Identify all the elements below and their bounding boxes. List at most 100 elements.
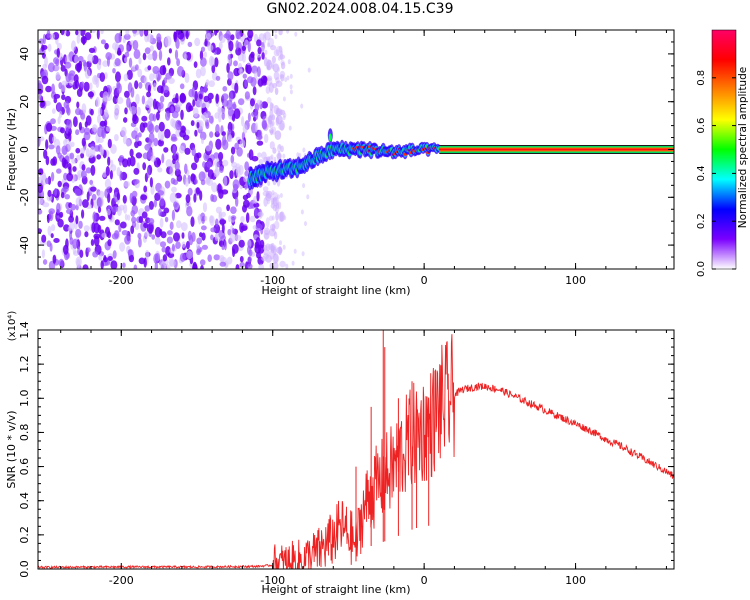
noise-blob	[265, 190, 273, 199]
noise-blob	[168, 77, 175, 84]
noise-blob	[186, 250, 193, 260]
noise-blob	[87, 53, 94, 63]
noise-blob	[199, 100, 207, 109]
noise-blob	[302, 147, 306, 153]
noise-blob	[151, 234, 156, 240]
noise-blob	[84, 68, 91, 79]
noise-blob	[142, 52, 147, 61]
noise-blob	[136, 106, 141, 116]
spectrogram-ytick-label: 20	[18, 95, 31, 109]
noise-blob	[147, 84, 151, 94]
noise-blob	[201, 216, 206, 224]
noise-blob	[213, 254, 221, 261]
noise-blob	[56, 47, 60, 58]
noise-blob	[263, 197, 268, 207]
noise-blob	[282, 153, 286, 159]
noise-blob	[85, 147, 90, 157]
noise-blob	[215, 218, 219, 227]
noise-blob	[201, 137, 204, 145]
noise-blob	[289, 73, 293, 79]
noise-blob	[226, 204, 231, 212]
noise-blob	[230, 215, 237, 221]
noise-blob	[164, 128, 171, 139]
noise-blob	[300, 103, 304, 109]
noise-blob	[101, 129, 106, 139]
noise-blob	[85, 115, 92, 126]
noise-blob	[307, 67, 311, 73]
noise-blob	[247, 30, 254, 39]
noise-blob	[122, 194, 127, 204]
noise-blob	[95, 96, 100, 108]
noise-blob	[244, 161, 250, 172]
noise-blob	[85, 167, 92, 174]
noise-blob	[175, 241, 181, 249]
noise-blob	[171, 186, 177, 193]
noise-blob	[48, 210, 54, 222]
noise-blob	[201, 244, 208, 250]
noise-blob	[122, 158, 129, 168]
noise-blob	[60, 191, 65, 199]
noise-blob	[240, 215, 245, 223]
noise-blob	[49, 242, 53, 252]
snr-ylabel: SNR (10 * v/v)	[5, 410, 18, 488]
noise-blob	[57, 218, 64, 228]
noise-blob	[294, 31, 298, 37]
noise-blob	[76, 154, 81, 161]
noise-blob	[116, 166, 121, 177]
noise-blob	[304, 221, 307, 227]
noise-blob	[266, 97, 272, 104]
noise-blob	[53, 97, 58, 104]
noise-blob	[208, 115, 214, 124]
noise-blob	[278, 45, 283, 53]
noise-blob	[63, 244, 69, 255]
noise-blob	[221, 244, 225, 251]
snr-xtick-label: 0	[421, 574, 428, 587]
noise-blob	[262, 244, 268, 251]
noise-blob	[196, 152, 202, 159]
spectrogram-ytick-label: -40	[18, 236, 31, 254]
noise-blob	[83, 225, 90, 232]
noise-blob	[122, 262, 126, 268]
noise-blob	[61, 94, 66, 101]
noise-blob	[68, 215, 74, 223]
noise-blob	[143, 222, 149, 229]
noise-blob	[254, 109, 259, 120]
noise-blob	[138, 237, 142, 248]
noise-blob	[194, 178, 198, 185]
noise-blob	[238, 239, 245, 248]
noise-blob	[250, 98, 255, 107]
noise-blob	[226, 256, 233, 265]
noise-blob	[69, 70, 76, 76]
noise-blob	[271, 64, 275, 70]
noise-blob	[50, 233, 54, 239]
noise-blob	[306, 194, 310, 200]
noise-blob	[98, 215, 106, 221]
noise-blob	[261, 52, 265, 60]
noise-blob	[279, 120, 285, 131]
noise-blob	[221, 223, 225, 234]
noise-blob	[185, 241, 190, 250]
noise-blob	[227, 107, 234, 117]
noise-blob	[139, 122, 146, 133]
noise-blob	[67, 140, 72, 151]
noise-blob	[80, 152, 85, 159]
noise-blob	[250, 77, 257, 87]
noise-blob	[196, 121, 200, 129]
noise-blob	[233, 108, 241, 120]
noise-blob	[170, 106, 174, 113]
noise-blob	[138, 216, 144, 223]
noise-blob	[274, 202, 280, 214]
noise-blob	[175, 119, 182, 131]
noise-blob	[146, 120, 153, 132]
noise-blob	[77, 55, 84, 63]
noise-blob	[89, 179, 94, 185]
noise-blob	[274, 130, 282, 140]
noise-blob	[133, 49, 141, 60]
noise-blob	[218, 41, 223, 50]
noise-blob	[154, 226, 162, 238]
noise-blob	[91, 193, 97, 201]
noise-blob	[86, 247, 91, 253]
colorbar-tick-label: 0.8	[696, 70, 707, 86]
noise-blob	[90, 239, 95, 246]
